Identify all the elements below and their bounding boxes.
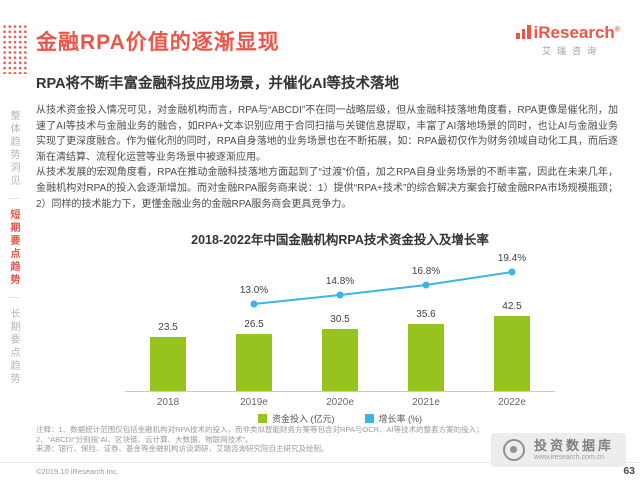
x-axis-label: 2019e xyxy=(240,397,268,408)
x-axis-label: 2022e xyxy=(498,397,526,408)
bar-2021e xyxy=(408,324,444,391)
bar-value-label: 35.6 xyxy=(416,309,436,320)
page-title: 金融RPA价值的逐渐显现 xyxy=(36,31,280,54)
bar-2019e xyxy=(236,334,272,391)
dot-pattern-decoration xyxy=(2,24,28,74)
sidebar-divider xyxy=(8,198,19,199)
logo-brand-text: iResearch® xyxy=(533,23,620,42)
note-line-1: 注释：1、数据统计范围仅包括金融机构对RPA技术的投入，而非类似智能财务方案等包… xyxy=(36,425,484,434)
sidebar-tabs: 整体趋势洞见 短期要点趋势 长期要点趋势 xyxy=(6,110,21,386)
bar-value-label: 30.5 xyxy=(330,314,350,325)
chart-plot: 23.5 2018 26.5 2019e 30.5 2020e 35.6 2021e 42.5 2… xyxy=(125,253,555,408)
growth-value-label: 13.0% xyxy=(239,285,269,296)
x-axis-label: 2020e xyxy=(326,397,354,408)
sidebar-divider xyxy=(8,297,19,298)
logo-bars-icon xyxy=(516,25,531,41)
body-paragraph-2: 从技术发展的宏观角度看，RPA在推动金融科技落地方面起到了“过渡”价值，加之RP… xyxy=(36,167,618,210)
bar-value-label: 26.5 xyxy=(244,319,264,330)
watermark-url: www.iresearch.com.cn xyxy=(533,454,605,461)
watermark-label: 投资数据库 xyxy=(533,437,614,453)
body-paragraph-1: 从技术资金投入情况可见，对金融机构而言，RPA与“ABCDI”不在同一战略层级，… xyxy=(36,105,618,163)
growth-value-label: 14.8% xyxy=(325,276,355,287)
x-axis-label: 2021e xyxy=(412,397,440,408)
chart-legend: 资金投入 (亿元) 增长率 (%) xyxy=(115,412,565,425)
camera-icon xyxy=(502,438,525,461)
footer-copyright: ©2019.10 iResearch Inc. xyxy=(36,467,119,476)
note-line-2: 2、“ABCDI”分别指“AI、区块链、云计算、大数据、物联网技术”。 xyxy=(36,434,253,444)
source-line: 来源：银行、保险、证券、基金等金融机构访谈调研，艾瑞咨询研究院自主研究及绘制。 xyxy=(36,444,329,454)
bar-2020e xyxy=(322,329,358,391)
sidebar-item-short-term-trends[interactable]: 短期要点趋势 xyxy=(8,209,19,287)
legend-swatch xyxy=(364,414,374,423)
bar-2018 xyxy=(150,337,186,391)
bar-value-label: 42.5 xyxy=(502,301,522,312)
chart-block: 2018-2022年中国金融机构RPA技术资金投入及增长率 23.5 2018 26… xyxy=(115,229,565,425)
logo-brand-chinese: 艾瑞咨询 xyxy=(542,46,603,56)
legend-item-growth-rate: 增长率 (%) xyxy=(364,412,422,425)
chart-title: 2018-2022年中国金融机构RPA技术资金投入及增长率 xyxy=(191,233,489,247)
chart-notes: 注释：1、数据统计范围仅包括金融机构对RPA技术的投入，而非类似智能财务方案等包… xyxy=(36,425,494,454)
sidebar-item-long-term-trends[interactable]: 长期要点趋势 xyxy=(8,308,19,386)
bar-2022e xyxy=(494,316,530,391)
legend-item-investment: 资金投入 (亿元) xyxy=(258,412,335,425)
sidebar-item-overall-trends[interactable]: 整体趋势洞见 xyxy=(8,110,19,188)
watermark-badge: 投资数据库 www.iresearch.com.cn xyxy=(490,432,626,467)
legend-swatch xyxy=(258,414,267,423)
x-axis-label: 2018 xyxy=(156,397,180,408)
body-text: 从技术资金投入情况可见，对金融机构而言，RPA与“ABCDI”不在同一战略层级，… xyxy=(36,103,618,212)
iresearch-logo: iResearch® 艾瑞咨询 xyxy=(516,24,620,57)
page-number: 63 xyxy=(623,465,635,477)
bar-value-label: 23.5 xyxy=(158,322,178,333)
footer-divider xyxy=(0,462,640,463)
growth-value-label: 16.8% xyxy=(411,266,441,277)
page-subtitle: RPA将不断丰富金融科技应用场景，并催化AI等技术落地 xyxy=(36,76,400,92)
growth-value-label: 19.4% xyxy=(497,253,527,264)
